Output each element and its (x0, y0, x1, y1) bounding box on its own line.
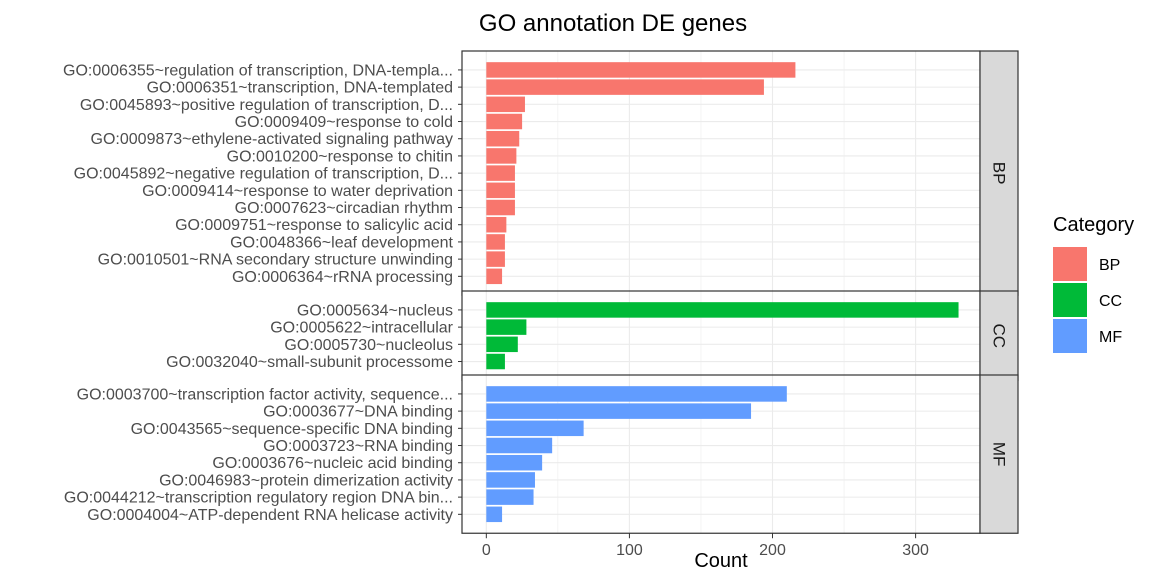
y-tick-label: GO:0003677~DNA binding (263, 404, 453, 421)
bar (486, 454, 543, 471)
legend: Category BP CC MF (1053, 214, 1134, 353)
y-tick-label: GO:0043565~sequence-specific DNA binding (131, 421, 453, 438)
bar (486, 199, 515, 216)
bar (486, 130, 520, 147)
legend-label: MF (1099, 329, 1122, 346)
y-tick-label: GO:0010200~response to chitin (227, 148, 453, 165)
bar (486, 472, 535, 488)
x-axis: 0 100 200 300 (482, 533, 929, 559)
facet-panel-mf: GO:0003700~transcription factor activity… (64, 374, 1019, 534)
legend-item-mf: MF (1053, 319, 1122, 353)
chart-title: GO annotation DE genes (479, 10, 747, 37)
facet-panel-bp: GO:0006355~regulation of transcription, … (63, 50, 1019, 296)
y-tick-label: GO:0045892~negative regulation of transc… (74, 166, 453, 183)
legend-item-bp: BP (1053, 247, 1120, 281)
y-tick-label: GO:0004004~ATP-dependent RNA helicase ac… (87, 507, 453, 524)
facet-strip (979, 50, 1019, 296)
facet-panel-cc: GO:0005634~nucleusGO:0005622~intracellul… (166, 290, 1019, 382)
bar (486, 96, 525, 113)
y-tick-label: GO:0005622~intracellular (270, 320, 453, 337)
y-tick-label: GO:0003700~transcription factor activity… (77, 386, 453, 403)
bar (486, 268, 503, 285)
bar (486, 165, 515, 181)
y-tick-label: GO:0009751~response to salicylic acid (175, 217, 453, 234)
x-tick-label: 100 (616, 542, 643, 559)
bar (486, 148, 517, 164)
legend-label: BP (1099, 257, 1120, 274)
y-tick-label: GO:0003723~RNA binding (263, 438, 453, 455)
bar (486, 506, 503, 523)
bar (486, 336, 518, 353)
y-tick-label: GO:0048366~leaf development (230, 234, 453, 251)
y-tick-label: GO:0006355~regulation of transcription, … (63, 62, 453, 79)
y-tick-label: GO:0005634~nucleus (297, 302, 453, 319)
facet-strip-label: BP (990, 162, 1009, 185)
facet-strip-label: CC (990, 323, 1009, 348)
bar (486, 353, 505, 370)
legend-title: Category (1053, 214, 1134, 236)
y-tick-label: GO:0046983~protein dimerization activity (159, 472, 453, 489)
y-tick-label: GO:0010501~RNA secondary structure unwin… (98, 252, 453, 269)
facet-strip (979, 290, 1019, 382)
y-tick-label: GO:0007623~circadian rhythm (235, 200, 453, 217)
legend-items: BP CC MF (1053, 247, 1122, 353)
facet-strip (979, 374, 1019, 534)
bar (486, 489, 534, 505)
legend-swatch (1053, 319, 1087, 353)
bar (486, 403, 752, 419)
x-tick-label: 300 (902, 542, 929, 559)
bar (486, 182, 515, 199)
legend-item-cc: CC (1053, 283, 1122, 317)
bar (486, 251, 505, 267)
y-tick-label: GO:0006364~rRNA processing (232, 269, 453, 286)
y-tick-label: GO:0032040~small-subunit processome (166, 354, 453, 371)
bar (486, 234, 505, 250)
bar (486, 386, 787, 402)
legend-swatch (1053, 283, 1087, 317)
facet-strip-label: MF (990, 442, 1009, 467)
bar (486, 216, 507, 233)
y-tick-label: GO:0044212~transcription regulatory regi… (64, 490, 453, 507)
y-tick-label: GO:0009414~response to water deprivation (142, 183, 453, 200)
facet-panels: GO:0006355~regulation of transcription, … (63, 50, 1019, 534)
bar (486, 437, 553, 454)
bar (486, 420, 584, 437)
bar (486, 302, 959, 318)
legend-label: CC (1099, 293, 1122, 310)
y-tick-label: GO:0009409~response to cold (235, 114, 453, 131)
y-tick-label: GO:0003676~nucleic acid binding (212, 455, 453, 472)
y-tick-label: GO:0045893~positive regulation of transc… (80, 97, 453, 114)
legend-swatch (1053, 247, 1087, 281)
x-tick-label: 200 (759, 542, 786, 559)
x-axis-title: Count (694, 550, 748, 572)
bar (486, 113, 523, 130)
y-tick-label: GO:0005730~nucleolus (284, 337, 453, 354)
bar (486, 79, 764, 95)
y-tick-label: GO:0009873~ethylene-activated signaling … (91, 131, 453, 148)
x-tick-label: 0 (482, 542, 491, 559)
bar (486, 319, 527, 335)
y-tick-label: GO:0006351~transcription, DNA-templated (147, 80, 453, 97)
bar (486, 62, 796, 78)
